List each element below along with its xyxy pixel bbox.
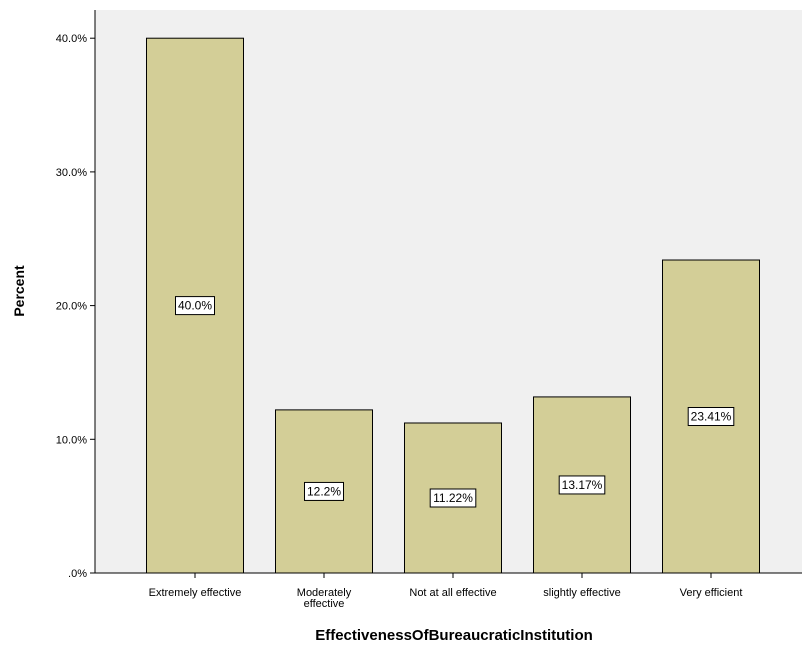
x-axis-title: EffectivenessOfBureaucraticInstitution xyxy=(315,627,593,644)
data-label: 23.41% xyxy=(691,410,732,424)
data-labels-layer: 40.0% 12.2% 11.22% 13.17% 23.41% xyxy=(175,296,735,508)
x-tick-label: Not at all effective xyxy=(409,587,496,599)
x-tick-label: Very efficient xyxy=(680,587,743,599)
y-tick-label: 30.0% xyxy=(56,167,87,179)
data-label-box xyxy=(304,481,344,501)
y-tick-label: .0% xyxy=(68,568,87,580)
y-axis-title: Percent xyxy=(11,265,27,317)
data-label-box xyxy=(687,407,735,427)
x-tick-label: Moderately xyxy=(297,587,352,599)
y-tick-label: 20.0% xyxy=(56,301,87,313)
data-label: 11.22% xyxy=(433,491,473,505)
y-axis-ticks: .0% 10.0% 20.0% 30.0% 40.0% xyxy=(56,33,95,580)
x-tick-label: Extremely effective xyxy=(149,587,242,599)
x-tick-label: slightly effective xyxy=(543,587,620,599)
data-label: 12.2% xyxy=(307,484,341,498)
data-label-box xyxy=(558,475,606,495)
data-label: 13.17% xyxy=(562,478,603,492)
y-tick-label: 40.0% xyxy=(56,33,87,45)
data-label-box xyxy=(175,296,215,316)
y-tick-label: 10.0% xyxy=(56,434,87,446)
x-tick-label: effective xyxy=(304,598,345,610)
data-label-box xyxy=(429,488,477,508)
data-label: 40.0% xyxy=(178,299,212,313)
